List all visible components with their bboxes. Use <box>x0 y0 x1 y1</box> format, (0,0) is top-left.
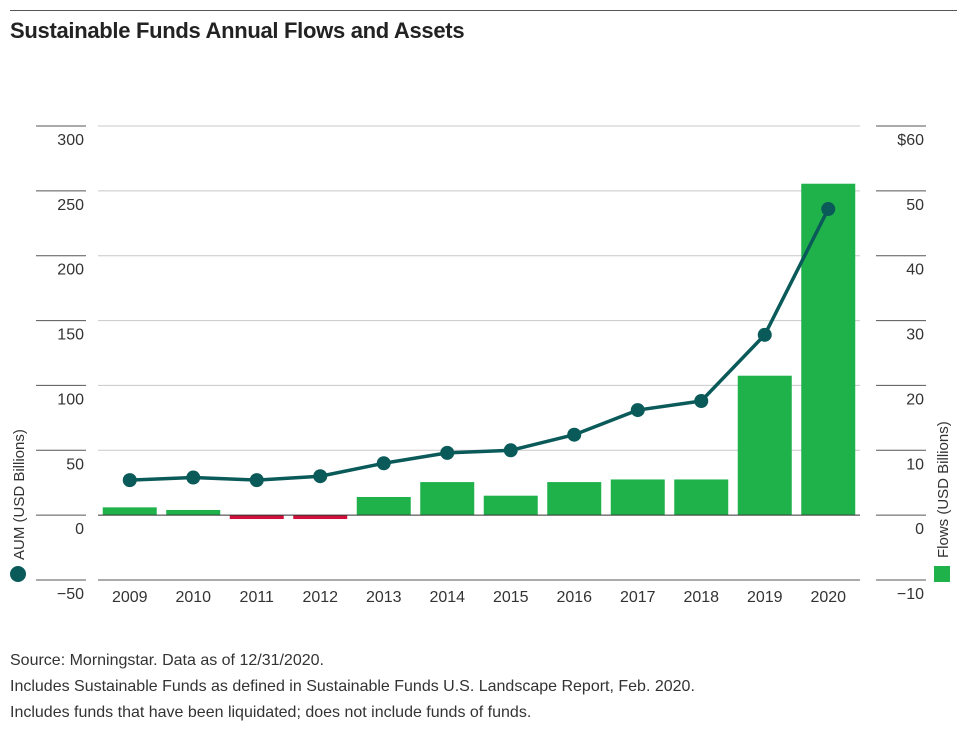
aum-point <box>122 473 137 488</box>
x-tick-label: 2016 <box>556 589 592 606</box>
aum-point <box>821 202 836 217</box>
aum-point <box>186 470 201 485</box>
aum-point <box>567 427 582 442</box>
right-tick-label: −10 <box>897 586 924 603</box>
flow-bar <box>610 479 665 516</box>
x-tick-label: 2010 <box>175 589 211 606</box>
left-tick-label: 200 <box>57 262 84 279</box>
left-tick-label: 0 <box>75 521 84 538</box>
x-tick-label: 2014 <box>429 589 465 606</box>
flow-bar <box>102 507 157 516</box>
chart-notes: Source: Morningstar. Data as of 12/31/20… <box>10 648 695 726</box>
aum-point <box>249 473 264 488</box>
right-tick-label: 30 <box>906 327 924 344</box>
x-tick-label: 2011 <box>240 589 275 606</box>
flow-bar <box>674 479 729 516</box>
aum-point <box>503 443 518 458</box>
flows-legend-marker <box>934 566 950 582</box>
aum-point <box>440 445 455 460</box>
x-tick-label: 2019 <box>747 589 783 606</box>
aum-point <box>313 469 328 484</box>
flow-bar <box>166 509 221 516</box>
aum-point <box>694 393 709 408</box>
flow-bar <box>547 482 602 516</box>
right-tick-label: $60 <box>897 132 924 149</box>
left-tick-label: 100 <box>57 391 84 408</box>
right-tick-label: 20 <box>906 391 924 408</box>
x-tick-label: 2020 <box>810 589 846 606</box>
right-tick-label: 40 <box>906 262 924 279</box>
left-tick-label: −50 <box>57 586 84 603</box>
x-tick-label: 2017 <box>620 589 656 606</box>
flow-bar <box>483 495 538 516</box>
flow-bar <box>229 515 284 520</box>
flow-bar <box>356 496 411 516</box>
top-rule <box>10 10 957 11</box>
x-tick-label: 2013 <box>366 589 402 606</box>
aum-point <box>630 403 645 418</box>
x-tick-label: 2015 <box>493 589 529 606</box>
flow-bar <box>293 515 348 520</box>
left-tick-label: 50 <box>66 456 84 473</box>
right-tick-label: 10 <box>906 456 924 473</box>
left-tick-label: 300 <box>57 132 84 149</box>
right-tick-label: 0 <box>915 521 924 538</box>
aum-legend-marker <box>10 566 26 582</box>
x-tick-label: 2009 <box>112 589 148 606</box>
flow-bar <box>420 482 475 516</box>
left-tick-label: 150 <box>57 327 84 344</box>
chart-title: Sustainable Funds Annual Flows and Asset… <box>10 18 465 43</box>
left-tick-label: 250 <box>57 197 84 214</box>
note-line-2: Includes Sustainable Funds as defined in… <box>10 678 695 695</box>
left-axis-label: AUM (USD Billions) <box>11 429 28 560</box>
note-line-3: Includes funds that have been liquidated… <box>10 704 532 721</box>
aum-point <box>757 327 772 342</box>
right-axis-label: Flows (USD Billions) <box>935 421 952 558</box>
x-tick-label: 2018 <box>683 589 719 606</box>
flow-bar <box>801 183 856 516</box>
right-tick-label: 50 <box>906 197 924 214</box>
x-tick-label: 2012 <box>302 589 338 606</box>
flow-bar <box>737 375 792 516</box>
aum-point <box>376 456 391 471</box>
source-note: Source: Morningstar. Data as of 12/31/20… <box>10 652 324 669</box>
aum-line <box>129 208 830 482</box>
